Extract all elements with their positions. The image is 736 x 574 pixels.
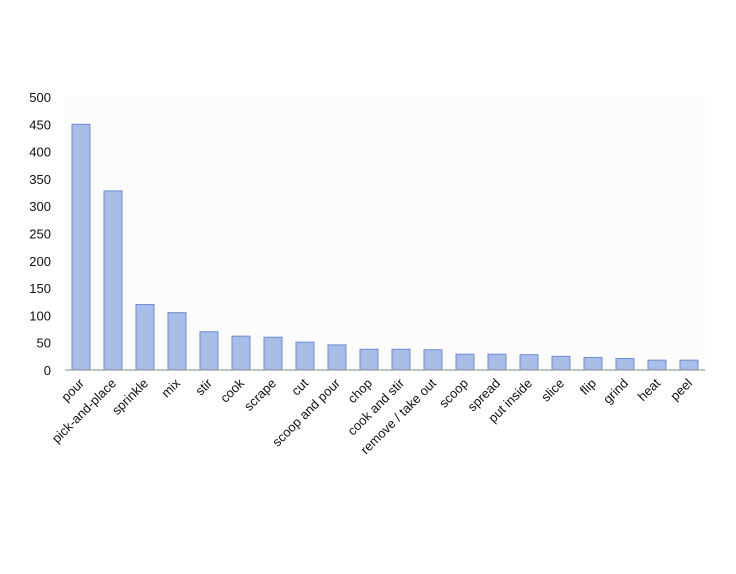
y-tick-label: 450 xyxy=(29,117,51,132)
x-tick-label: scrape xyxy=(241,376,279,414)
bar xyxy=(71,123,91,371)
bar xyxy=(103,190,123,371)
bar xyxy=(455,353,475,371)
x-tick-label: slice xyxy=(538,376,567,405)
bar xyxy=(583,356,603,371)
plot-area xyxy=(65,97,705,370)
bar xyxy=(327,344,347,371)
bar xyxy=(615,358,635,371)
bar xyxy=(167,312,187,371)
x-tick-label: stir xyxy=(192,375,215,398)
bar xyxy=(647,359,667,371)
bar xyxy=(391,348,411,371)
y-tick-label: 300 xyxy=(29,199,51,214)
bar xyxy=(231,335,251,371)
bar xyxy=(135,303,155,371)
bar xyxy=(487,353,507,371)
y-tick-label: 500 xyxy=(29,90,51,105)
x-tick-label: grind xyxy=(600,376,631,407)
y-tick-label: 350 xyxy=(29,172,51,187)
y-tick-label: 50 xyxy=(37,336,51,351)
y-tick-label: 150 xyxy=(29,281,51,296)
y-tick-label: 100 xyxy=(29,308,51,323)
bar xyxy=(199,331,219,371)
bar xyxy=(263,336,283,371)
x-tick-label: mix xyxy=(158,375,183,400)
y-tick-label: 0 xyxy=(44,363,51,378)
bar xyxy=(551,355,571,371)
y-tick-label: 250 xyxy=(29,227,51,242)
x-tick-label: heat xyxy=(635,375,664,404)
x-tick-label: sprinkle xyxy=(109,376,151,418)
x-tick-label: flip xyxy=(577,376,599,398)
x-tick-label: peel xyxy=(667,375,695,403)
bar xyxy=(679,359,699,371)
bar xyxy=(359,348,379,371)
x-tick-label: cut xyxy=(288,375,311,398)
bar xyxy=(423,349,443,371)
bar xyxy=(295,341,315,371)
bar xyxy=(519,354,539,371)
y-tick-label: 200 xyxy=(29,254,51,269)
y-tick-label: 400 xyxy=(29,145,51,160)
